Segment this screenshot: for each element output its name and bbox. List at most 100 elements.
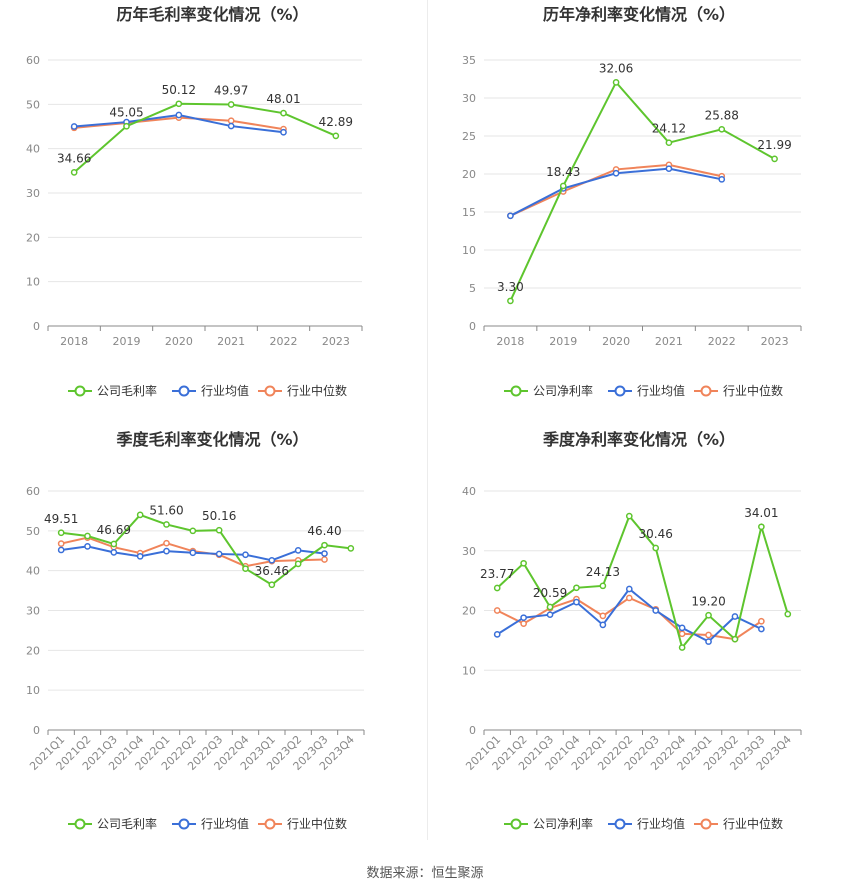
y-tick-label: 40 xyxy=(26,565,40,578)
chart-quarterly-gross-margin-svg: 季度毛利率变化情况（%）01020304050602021Q12021Q2202… xyxy=(26,430,365,831)
data-point-industry-avg xyxy=(520,614,527,622)
data-point-company xyxy=(227,101,235,108)
legend-item-industry-avg[interactable]: 行业均值 xyxy=(172,383,249,398)
data-point-company xyxy=(294,560,302,568)
data-point-company xyxy=(612,78,620,86)
legend-marker-icon xyxy=(264,818,276,830)
data-label: 45.05 xyxy=(109,105,143,119)
y-tick-label: 10 xyxy=(462,244,476,257)
data-point-industry-avg xyxy=(163,547,170,555)
data-point-industry-avg xyxy=(507,212,514,220)
chart-title: 季度毛利率变化情况（%） xyxy=(115,430,308,449)
legend-item-company[interactable]: 公司毛利率 xyxy=(68,383,157,398)
data-point-company xyxy=(573,584,580,592)
data-point-industry-avg xyxy=(705,638,712,645)
data-point-industry-avg xyxy=(110,548,118,556)
data-point-industry-avg xyxy=(280,128,287,136)
data-label: 20.59 xyxy=(533,586,567,600)
legend-marker-icon xyxy=(264,385,276,397)
data-point-industry-avg xyxy=(242,551,249,559)
data-label: 34.66 xyxy=(57,151,91,165)
data-point-industry-avg xyxy=(665,165,673,173)
legend-item-industry-avg[interactable]: 行业均值 xyxy=(172,816,249,831)
y-tick-label: 40 xyxy=(26,143,40,156)
legend-marker-icon xyxy=(74,818,86,830)
data-point-industry-avg xyxy=(215,550,223,558)
series-line-company xyxy=(509,80,776,302)
data-point-industry-avg xyxy=(70,123,78,130)
legend-label: 行业中位数 xyxy=(723,816,783,831)
data-point-industry-avg xyxy=(625,585,633,593)
data-label: 34.01 xyxy=(744,506,778,520)
data-point-company xyxy=(123,122,130,130)
data-label: 50.16 xyxy=(202,509,236,523)
legend-marker-icon xyxy=(614,385,626,397)
data-point-company xyxy=(215,526,223,534)
data-point-company xyxy=(332,132,340,140)
data-point-industry-median xyxy=(758,617,765,625)
data-point-industry-median xyxy=(520,620,527,627)
source-value: 恒生聚源 xyxy=(431,866,484,881)
data-label: 24.12 xyxy=(652,122,686,136)
legend-item-company[interactable]: 公司净利率 xyxy=(504,816,593,831)
y-tick-label: 20 xyxy=(26,644,40,657)
data-point-company xyxy=(57,529,65,537)
data-point-industry-avg xyxy=(678,624,686,632)
y-tick-label: 40 xyxy=(462,485,476,498)
data-point-industry-avg xyxy=(84,543,91,550)
data-point-industry-avg xyxy=(612,169,620,177)
data-point-industry-median xyxy=(227,117,235,125)
legend-item-company[interactable]: 公司净利率 xyxy=(504,383,593,398)
data-point-company xyxy=(136,511,144,519)
data-point-company xyxy=(665,139,673,147)
panel-divider xyxy=(427,0,428,840)
data-label: 19.20 xyxy=(691,594,725,608)
data-label: 36.46 xyxy=(255,564,289,578)
data-point-industry-avg xyxy=(189,549,197,557)
data-point-company xyxy=(625,512,633,520)
data-label: 51.60 xyxy=(149,503,183,517)
x-tick-label: 2021 xyxy=(217,335,245,348)
x-tick-label: 2020 xyxy=(165,335,193,348)
legend-label: 行业均值 xyxy=(637,383,685,398)
data-label: 32.06 xyxy=(599,61,633,75)
legend-item-industry-median[interactable]: 行业中位数 xyxy=(258,383,347,398)
chart-title: 季度净利率变化情况（%） xyxy=(542,430,735,449)
data-point-company xyxy=(189,527,197,535)
x-tick-label: 2020 xyxy=(602,335,630,348)
y-tick-label: 20 xyxy=(462,605,476,618)
data-point-company xyxy=(70,168,78,176)
y-tick-label: 30 xyxy=(26,187,40,200)
y-tick-label: 50 xyxy=(26,525,40,538)
data-point-company xyxy=(784,610,792,618)
data-point-company xyxy=(678,644,686,651)
data-point-company xyxy=(507,297,514,305)
data-source: 数据来源：恒生聚源 xyxy=(0,862,850,881)
chart-annual-net-margin: 历年净利率变化情况（%） 0 5 10 15 20 25 30 35 2018 2019 2020 20… xyxy=(428,0,850,420)
x-tick-label: 2023 xyxy=(322,335,350,348)
data-point-industry-avg xyxy=(227,122,235,130)
legend-marker-icon xyxy=(510,385,522,397)
data-label: 25.88 xyxy=(705,108,739,122)
y-tick-label: 0 xyxy=(469,320,476,333)
legend-item-industry-avg[interactable]: 行业均值 xyxy=(608,816,685,831)
source-label: 数据来源： xyxy=(366,866,432,881)
y-tick-label: 10 xyxy=(26,276,40,289)
legend-item-industry-median[interactable]: 行业中位数 xyxy=(694,816,783,831)
legend-label: 行业中位数 xyxy=(287,383,347,398)
legend-item-industry-median[interactable]: 行业中位数 xyxy=(694,383,783,398)
y-tick-label: 15 xyxy=(462,206,476,219)
data-point-company xyxy=(110,540,118,548)
data-label: 18.43 xyxy=(546,165,580,179)
legend-item-company[interactable]: 公司毛利率 xyxy=(68,816,157,831)
data-label: 30.46 xyxy=(639,527,673,541)
data-label: 42.89 xyxy=(319,115,353,129)
legend-marker-icon xyxy=(178,818,190,830)
legend-label: 行业中位数 xyxy=(287,816,347,831)
legend-label: 公司净利率 xyxy=(533,383,593,398)
legend-item-industry-avg[interactable]: 行业均值 xyxy=(608,383,685,398)
data-point-industry-avg xyxy=(731,613,739,620)
legend-marker-icon xyxy=(700,818,712,830)
legend-item-industry-median[interactable]: 行业中位数 xyxy=(258,816,347,831)
y-tick-label: 30 xyxy=(462,92,476,105)
